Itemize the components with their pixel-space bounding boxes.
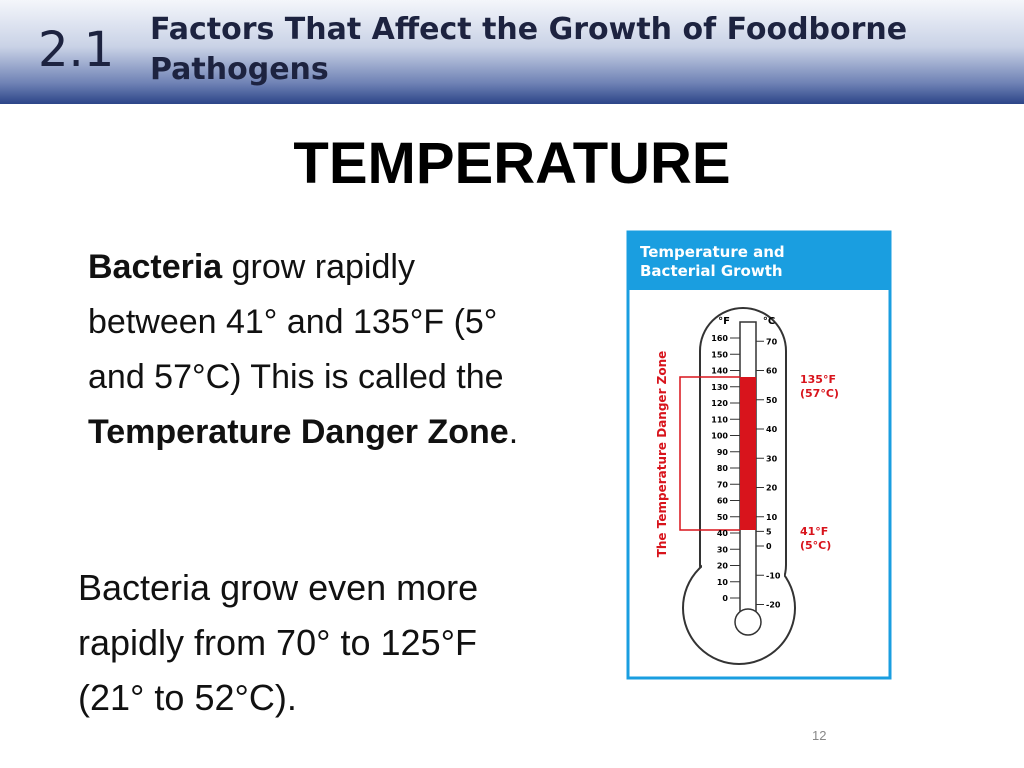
c-tick-label: 50 [766,396,778,405]
f-tick-label: 160 [711,334,728,343]
c-tick-label: 40 [766,425,778,434]
high-label: (57°C) [800,387,839,400]
c-tick-label: -20 [766,601,781,610]
thermometer-figure: Temperature and Bacterial Growth The Tem… [626,230,892,680]
bold-text: Bacteria [88,248,223,286]
c-tick-label: 0 [766,542,772,551]
f-tick-label: 10 [717,578,729,587]
figure-title: Temperature and [640,243,785,261]
f-tick-label: 20 [717,562,729,571]
low-label: (5°C) [800,539,831,552]
bold-text: Temperature Danger Zone [88,413,509,451]
zone-label: The Temperature Danger Zone [655,351,669,558]
text: . [508,413,519,451]
danger-zone-bar [740,377,756,530]
c-tick-label: 5 [766,527,772,536]
c-tick-label: 70 [766,337,778,346]
figure-title: Bacterial Growth [640,262,783,280]
high-label: 135°F [800,373,836,386]
header-title: Factors That Affect the Growth of Foodbo… [150,12,908,87]
heading: TEMPERATURE [293,131,731,196]
f-tick-label: 60 [717,497,729,506]
c-tick-label: -10 [766,571,781,580]
f-tick-label: 40 [717,529,729,538]
figure-title-band [628,232,890,290]
f-tick-label: 90 [717,448,729,457]
page-number: 12 [812,728,827,743]
f-tick-label: 120 [711,399,728,408]
text: grow rapidly between 41° and 135°F (5° a… [88,248,504,396]
low-label: 41°F [800,525,828,538]
f-tick-label: 150 [711,350,728,359]
section-number: 2.1 [38,22,115,78]
c-unit: °C [763,316,775,327]
c-tick-label: 60 [766,367,778,376]
f-tick-label: 100 [711,432,728,441]
f-tick-label: 30 [717,545,729,554]
f-tick-label: 130 [711,383,728,392]
f-tick-label: 80 [717,464,729,473]
f-tick-label: 110 [711,415,728,424]
f-tick-label: 140 [711,367,728,376]
c-tick-label: 10 [766,513,778,522]
f-tick-label: 50 [717,513,729,522]
zone-bracket [679,376,740,531]
f-tick-label: 70 [717,480,729,489]
paragraph: Bacteria grow even more rapidly from 70°… [78,567,479,718]
c-tick-label: 20 [766,484,778,493]
f-unit: °F [718,316,730,327]
f-tick-label: 0 [722,594,728,603]
bulb-inner [734,608,762,636]
paragraph: Bacteria grow rapidly between 41° and 13… [88,240,538,460]
c-tick-label: 30 [766,454,778,463]
header-bar: 2.1 Factors That Affect the Growth of Fo… [0,0,1024,104]
